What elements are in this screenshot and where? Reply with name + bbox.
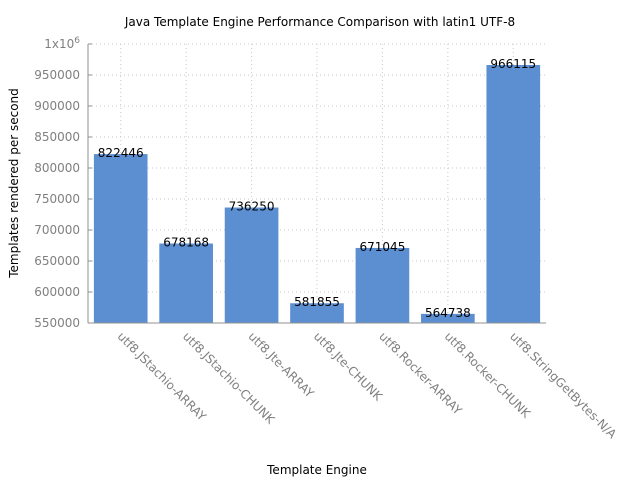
y-tick-label: 900000 xyxy=(34,99,80,113)
y-tick-label: 550000 xyxy=(34,316,80,330)
chart-title: Java Template Engine Performance Compari… xyxy=(124,15,515,29)
y-tick-label: 750000 xyxy=(34,192,80,206)
data-label-3: 736250 xyxy=(229,200,275,214)
data-label-6: 564738 xyxy=(425,306,471,320)
data-label-2: 678168 xyxy=(163,236,209,250)
bar-6 xyxy=(421,313,475,323)
grid xyxy=(88,43,546,323)
x-axis-title: Template Engine xyxy=(266,463,367,477)
bar-2 xyxy=(159,243,213,323)
bars xyxy=(93,65,541,323)
y-tick-label: 950000 xyxy=(34,68,80,82)
bar-1 xyxy=(93,154,148,323)
bar-5 xyxy=(355,247,410,323)
data-label-5: 671045 xyxy=(360,240,406,254)
x-tick-labels: utf8.JStachio-ARRAYutf8.JStachio-CHUNKut… xyxy=(115,329,620,442)
x-tick-label-3: utf8.Jte-ARRAY xyxy=(245,329,317,401)
data-label-4: 581855 xyxy=(294,295,340,309)
x-tick-label-4: utf8.Jte-CHUNK xyxy=(311,329,386,404)
x-tick-label-7: utf8.StringGetBytes-N/A xyxy=(507,329,620,442)
bar-7 xyxy=(486,65,541,323)
y-tick-label: 700000 xyxy=(34,223,80,237)
data-label-1: 822446 xyxy=(98,146,144,160)
y-tick-label: 850000 xyxy=(34,130,80,144)
y-tick-label: 650000 xyxy=(34,254,80,268)
y-tick-labels: 550000 600000 650000 700000 750000 800000 8500… xyxy=(34,36,80,330)
y-tick-label-top: 1x106 xyxy=(44,36,80,51)
bar-3 xyxy=(224,207,279,323)
y-axis-title: Templates rendered per second xyxy=(7,88,21,279)
y-tick-label: 600000 xyxy=(34,285,80,299)
data-label-7: 966115 xyxy=(490,57,536,71)
axes xyxy=(87,43,546,324)
y-tick-label: 800000 xyxy=(34,161,80,175)
data-labels: 822446 678168 736250 581855 671045 564738 9661… xyxy=(98,57,536,320)
bar-4 xyxy=(290,303,344,323)
